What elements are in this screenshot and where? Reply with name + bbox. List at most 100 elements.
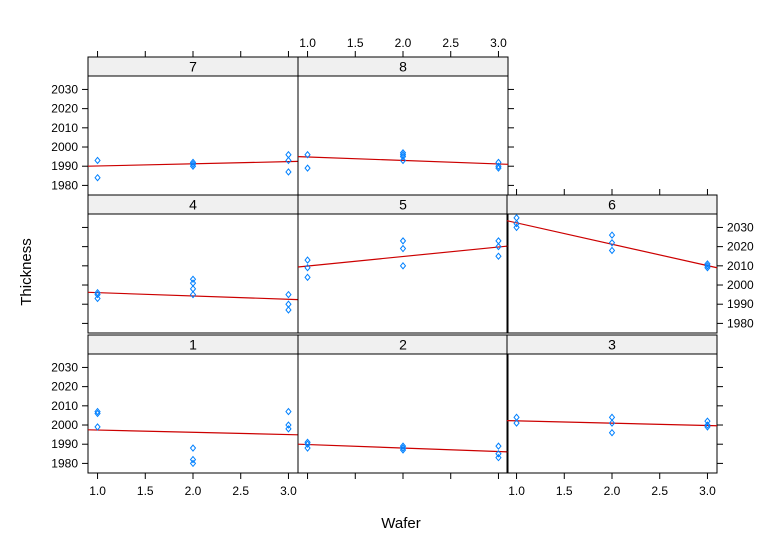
strip-label: 2 <box>399 337 407 353</box>
y-tick-label: 2020 <box>51 380 78 394</box>
data-point <box>399 156 407 165</box>
y-tick-label: 2000 <box>51 418 78 432</box>
panel-border <box>297 75 509 196</box>
panel-border <box>506 353 718 474</box>
x-axis <box>516 189 708 195</box>
y-tick-label: 2010 <box>51 121 78 135</box>
fit-line <box>297 156 509 165</box>
data-point <box>399 442 407 450</box>
data-point <box>304 150 311 159</box>
data-point <box>189 459 197 468</box>
data-point <box>94 409 101 418</box>
data-point <box>94 407 101 416</box>
y-tick-label: 2020 <box>727 240 754 254</box>
strip-label: 8 <box>399 59 407 75</box>
data-point <box>189 158 197 167</box>
data-point <box>94 290 101 299</box>
data-point <box>399 152 407 161</box>
data-point <box>495 242 502 251</box>
panel-border <box>87 353 299 474</box>
data-point <box>304 263 311 272</box>
y-tick-label: 1980 <box>51 178 78 192</box>
data-point <box>704 262 711 270</box>
data-point <box>495 164 502 172</box>
data-point <box>495 450 502 458</box>
panel-border <box>297 353 509 474</box>
x-tick-label: 3.0 <box>699 484 716 498</box>
panel-4: 4 <box>87 194 299 334</box>
y-axis <box>717 366 723 464</box>
data-point <box>189 162 197 170</box>
data-point <box>189 290 197 299</box>
fit-line <box>506 220 718 269</box>
panel-border <box>297 213 509 334</box>
panel-7: 7 <box>87 56 299 196</box>
data-point <box>189 455 197 464</box>
x-axis: 1.0 1.5 2.0 2.5 3.0 <box>89 473 297 498</box>
data-point <box>189 275 197 284</box>
data-point <box>94 294 101 303</box>
panel-3: 3 <box>506 334 718 474</box>
data-point <box>399 237 407 245</box>
x-tick-label: 2.0 <box>395 36 412 50</box>
data-point <box>495 162 502 170</box>
data-point <box>285 290 292 299</box>
data-point <box>285 407 292 416</box>
strip-label: 1 <box>189 337 197 353</box>
panel-2: 2 <box>297 334 509 474</box>
data-point <box>704 260 711 268</box>
data-point <box>304 256 311 264</box>
data-point <box>399 444 407 452</box>
y-tick-label: 2030 <box>727 220 754 234</box>
y-tick-label: 2000 <box>727 278 754 292</box>
y-tick-label: 2010 <box>51 399 78 413</box>
data-point <box>94 173 101 182</box>
data-point <box>495 252 502 261</box>
panel-border <box>87 213 299 334</box>
x-tick-label: 3.0 <box>280 484 297 498</box>
y-axis: 1980 1990 2000 2010 2020 2030 <box>51 82 88 192</box>
data-point <box>285 156 292 165</box>
x-axis: 1.0 1.5 2.0 2.5 3.0 <box>299 36 507 57</box>
strip-label: 4 <box>189 197 197 213</box>
strip-label: 5 <box>399 197 407 213</box>
panels-layer: 1 2 3 4 5 6 7 8 <box>87 56 718 474</box>
fit-line <box>297 245 509 268</box>
data-point <box>285 425 292 433</box>
y-tick-label: 1990 <box>51 159 78 173</box>
panel-border <box>506 213 718 334</box>
strip-label: 7 <box>189 59 197 75</box>
data-point <box>304 440 311 448</box>
data-point <box>495 453 502 462</box>
x-tick-label: 1.5 <box>347 36 364 50</box>
x-tick-label: 1.5 <box>137 484 154 498</box>
panel-6: 6 <box>506 194 718 334</box>
y-tick-label: 1990 <box>727 297 754 311</box>
x-axis-title: Wafer <box>381 515 420 532</box>
fit-line <box>87 429 299 436</box>
y-tick-label: 2030 <box>51 82 78 96</box>
x-tick-label: 2.0 <box>604 484 621 498</box>
y-tick-label: 2020 <box>51 102 78 116</box>
x-tick-label: 3.0 <box>490 36 507 50</box>
data-point <box>608 239 616 247</box>
data-point <box>399 446 407 454</box>
x-axis <box>97 51 289 57</box>
y-axis <box>82 226 88 324</box>
data-point <box>513 223 520 232</box>
x-tick-label: 1.0 <box>299 36 316 50</box>
data-point <box>189 444 197 452</box>
data-point <box>608 428 616 437</box>
data-point <box>399 244 407 253</box>
x-tick-label: 1.0 <box>89 484 106 498</box>
data-point <box>94 423 101 431</box>
y-tick-label: 2000 <box>51 140 78 154</box>
panel-1: 1 <box>87 334 299 474</box>
y-tick-label: 1980 <box>727 316 754 330</box>
fit-line <box>297 443 509 453</box>
data-point <box>285 168 292 176</box>
data-point <box>189 160 197 169</box>
strip-label: 3 <box>608 337 616 353</box>
data-point <box>513 219 520 228</box>
x-tick-label: 2.5 <box>232 484 249 498</box>
